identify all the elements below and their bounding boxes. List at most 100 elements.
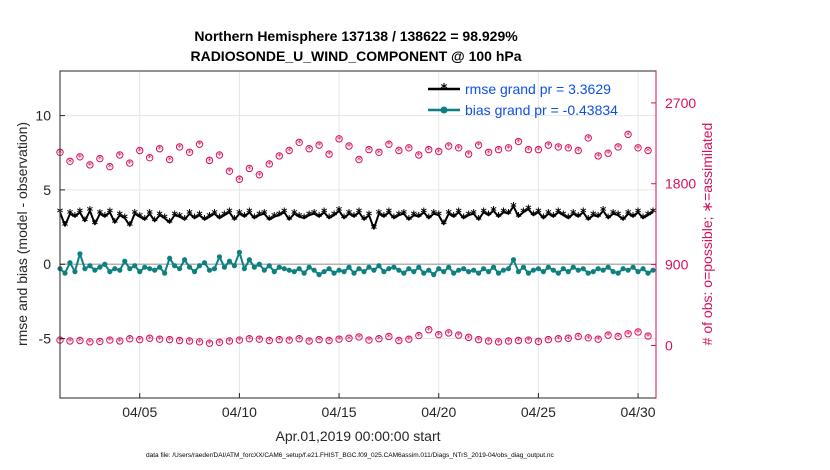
obs-possible-marker: [315, 335, 323, 344]
obs-possible-marker: [106, 336, 114, 344]
rmse-point: *: [406, 213, 413, 227]
rmse-point: *: [261, 207, 268, 221]
bias-point: [411, 269, 417, 275]
rmse-point: *: [201, 213, 208, 227]
obs-assimilated-marker: *: [506, 337, 511, 347]
rmse-point: *: [251, 212, 258, 226]
obs-possible-marker: [355, 333, 363, 341]
obs-assimilated-marker: *: [516, 337, 521, 347]
obs-possible-marker: [484, 148, 493, 157]
obs-possible-marker: [96, 154, 104, 163]
obs-assimilated-marker: *: [407, 336, 412, 346]
rmse-point: *: [565, 212, 572, 226]
obs-possible-marker: [395, 336, 403, 345]
obs-assimilated-marker: *: [377, 335, 382, 345]
rmse-point: *: [186, 207, 193, 221]
obs-possible-marker: [514, 137, 523, 146]
rmse-point: *: [550, 210, 557, 224]
rmse-point: *: [645, 209, 652, 223]
bias-point: [152, 267, 158, 273]
obs-possible-marker: [106, 162, 114, 171]
obs-possible-marker: [155, 145, 164, 153]
bias-point: [241, 266, 247, 272]
obs-assimilated-marker: *: [78, 153, 83, 163]
obs-possible-marker: [155, 335, 164, 343]
rmse-point: *: [321, 206, 328, 220]
bias-point: [565, 269, 571, 275]
obs-assimilated-marker: *: [297, 139, 302, 149]
rmse-point: *: [411, 209, 418, 223]
right-tick-label: 1800: [665, 176, 696, 192]
obs-possible-marker: [305, 337, 313, 345]
obs-possible-marker: [514, 336, 523, 345]
chart-title-line1: Northern Hemisphere 137138 / 138622 = 98…: [194, 28, 518, 44]
obs-possible-marker: [96, 337, 104, 346]
obs-possible-marker: [425, 326, 433, 334]
obs-assimilated-marker: *: [277, 152, 282, 162]
obs-assimilated-marker: *: [397, 147, 402, 157]
obs-assimilated-marker: *: [197, 338, 202, 348]
obs-assimilated-marker: *: [167, 336, 172, 346]
rmse-point: *: [132, 207, 139, 221]
obs-assimilated-marker: *: [626, 131, 631, 141]
rmse-point: *: [176, 210, 183, 224]
obs-assimilated-marker: *: [496, 338, 501, 348]
obs-assimilated-marker: *: [118, 151, 123, 161]
obs-possible-marker: [126, 335, 134, 343]
bias-point: [530, 267, 537, 273]
obs-possible-marker: [205, 156, 214, 165]
obs-possible-marker: [444, 142, 453, 150]
y-tick-label: -5: [39, 331, 52, 347]
obs-assimilated-marker: *: [227, 337, 232, 347]
obs-possible-marker: [145, 153, 154, 162]
rmse-point: *: [545, 207, 552, 221]
obs-possible-marker: [335, 135, 343, 143]
obs-assimilated-marker: *: [337, 336, 342, 346]
rmse-point: *: [560, 209, 567, 223]
rmse-point: *: [635, 206, 642, 220]
obs-assimilated-marker: *: [596, 336, 601, 346]
obs-possible-marker: [66, 337, 74, 345]
rmse-point: *: [530, 209, 537, 223]
rmse-point: *: [306, 209, 313, 223]
obs-possible-marker: [464, 150, 473, 158]
obs-possible-marker: [544, 335, 553, 344]
obs-assimilated-marker: *: [526, 337, 531, 347]
obs-assimilated-marker: *: [417, 151, 422, 161]
obs-assimilated-marker: *: [98, 338, 103, 348]
obs-possible-marker: [185, 337, 194, 345]
rmse-point: *: [97, 207, 104, 221]
rmse-point: *: [436, 209, 443, 223]
rmse-point: *: [77, 206, 84, 220]
obs-possible-marker: [335, 335, 343, 343]
obs-possible-marker: [454, 144, 463, 152]
bias-point: [301, 270, 307, 276]
obs-possible-marker: [66, 157, 74, 165]
rmse-point: *: [266, 213, 273, 227]
obs-assimilated-marker: *: [427, 326, 432, 336]
obs-assimilated-marker: *: [596, 152, 601, 162]
obs-assimilated-marker: *: [486, 149, 491, 159]
bias-point: [510, 257, 517, 263]
bias-point: [331, 270, 337, 276]
bias-point: [550, 267, 556, 273]
bias-point: [321, 269, 327, 275]
rmse-point: *: [246, 206, 253, 220]
obs-assimilated-marker: *: [247, 335, 252, 345]
bias-point: [630, 264, 636, 270]
obs-possible-marker: [126, 159, 134, 167]
rmse-point: *: [505, 207, 512, 221]
obs-possible-marker: [544, 141, 553, 149]
bias-point: [540, 269, 546, 275]
bias-point: [515, 269, 522, 275]
rmse-point: *: [535, 206, 542, 220]
rmse-point: *: [585, 213, 592, 227]
rmse-point: *: [595, 210, 602, 224]
right-tick-label: 900: [665, 257, 689, 273]
bias-point: [406, 266, 412, 272]
bias-point: [142, 264, 148, 270]
bias-point: [475, 270, 482, 276]
obs-assimilated-marker: *: [576, 333, 581, 343]
rmse-point: *: [166, 216, 173, 230]
bias-point: [67, 260, 73, 266]
